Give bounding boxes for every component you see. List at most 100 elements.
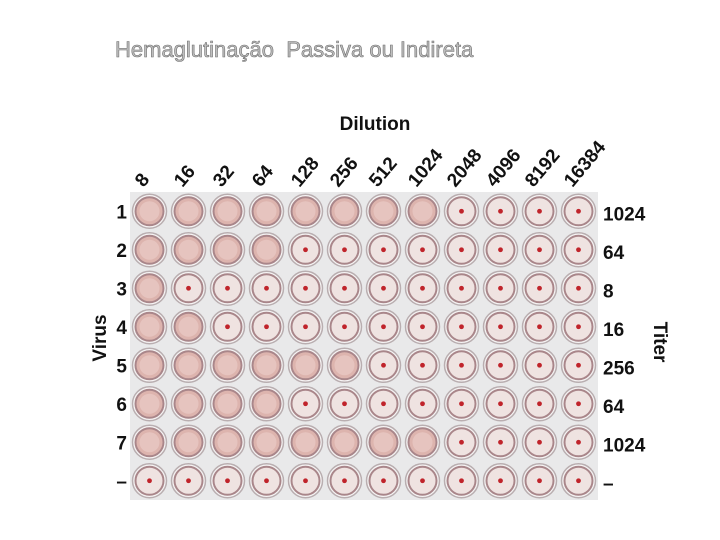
well-button — [303, 285, 308, 291]
titer-label: Titer — [649, 322, 670, 363]
well-button — [264, 285, 269, 291]
titer-value: 64 — [603, 397, 625, 418]
dilution-label: 4096 — [482, 145, 525, 191]
row-label: 6 — [116, 395, 127, 416]
well-button — [459, 208, 464, 214]
dilution-label: 2048 — [443, 145, 486, 191]
well-mat — [256, 201, 277, 222]
titer-value: – — [603, 474, 614, 495]
virus-label: Virus — [90, 314, 111, 361]
well-button — [498, 478, 503, 484]
well-button — [576, 285, 581, 291]
dilution-label: 256 — [326, 153, 362, 191]
well-button — [537, 439, 542, 445]
well-mat — [412, 432, 433, 453]
dilution-label: 32 — [209, 162, 239, 192]
well-mat — [217, 432, 238, 453]
well-mat — [334, 201, 355, 222]
well-button — [303, 247, 308, 253]
well-button — [459, 478, 464, 484]
titer-value: 1024 — [603, 435, 646, 456]
well-button — [576, 247, 581, 253]
row-label: 4 — [116, 318, 127, 339]
well-mat — [295, 355, 316, 376]
well-mat — [295, 201, 316, 222]
well-button — [459, 362, 464, 368]
well-button — [537, 208, 542, 214]
row-label: 1 — [116, 202, 127, 223]
well-button — [186, 285, 191, 291]
well-mat — [217, 393, 238, 414]
well-button — [459, 285, 464, 291]
dilution-label: 128 — [287, 153, 323, 191]
well-button — [147, 478, 152, 484]
well-mat — [217, 239, 238, 260]
well-button — [420, 285, 425, 291]
well-button — [381, 401, 386, 407]
well-button — [576, 324, 581, 330]
well-button — [381, 478, 386, 484]
well-button — [303, 401, 308, 407]
well-button — [576, 362, 581, 368]
well-button — [537, 362, 542, 368]
well-button — [420, 247, 425, 253]
dilution-label: 8192 — [521, 145, 564, 191]
well-mat — [412, 201, 433, 222]
titer-value: 256 — [603, 358, 635, 379]
well-button — [303, 478, 308, 484]
well-button — [342, 247, 347, 253]
well-mat — [217, 355, 238, 376]
well-button — [537, 478, 542, 484]
well-mat — [139, 393, 160, 414]
well-button — [537, 247, 542, 253]
well-button — [420, 362, 425, 368]
well-button — [381, 247, 386, 253]
well-button — [498, 208, 503, 214]
well-button — [381, 324, 386, 330]
well-button — [576, 478, 581, 484]
well-button — [225, 285, 230, 291]
well-button — [420, 401, 425, 407]
well-button — [537, 285, 542, 291]
well-button — [459, 247, 464, 253]
well-button — [342, 401, 347, 407]
dilution-label: 64 — [248, 161, 278, 191]
well-button — [498, 439, 503, 445]
dilution-label: 512 — [365, 153, 401, 191]
well-button — [459, 324, 464, 330]
well-mat — [256, 355, 277, 376]
well-mat — [178, 201, 199, 222]
well-button — [225, 478, 230, 484]
well-mat — [178, 316, 199, 337]
well-mat — [178, 432, 199, 453]
dilution-label: 16 — [170, 162, 200, 192]
well-button — [303, 324, 308, 330]
well-mat — [256, 432, 277, 453]
well-button — [342, 285, 347, 291]
well-mat — [256, 393, 277, 414]
well-button — [576, 401, 581, 407]
well-button — [537, 324, 542, 330]
well-mat — [178, 355, 199, 376]
well-button — [459, 401, 464, 407]
well-mat — [178, 239, 199, 260]
well-mat — [295, 432, 316, 453]
plate — [130, 192, 598, 500]
well-button — [576, 439, 581, 445]
well-button — [498, 285, 503, 291]
row-label: 2 — [116, 241, 127, 262]
well-mat — [139, 316, 160, 337]
well-button — [342, 324, 347, 330]
well-button — [381, 285, 386, 291]
titer-value: 16 — [603, 320, 624, 341]
row-label: – — [116, 472, 127, 493]
well-button — [264, 478, 269, 484]
well-button — [498, 247, 503, 253]
titer-value: 1024 — [603, 204, 646, 225]
well-button — [498, 362, 503, 368]
well-mat — [139, 201, 160, 222]
well-mat — [334, 432, 355, 453]
well-button — [576, 208, 581, 214]
well-button — [537, 401, 542, 407]
